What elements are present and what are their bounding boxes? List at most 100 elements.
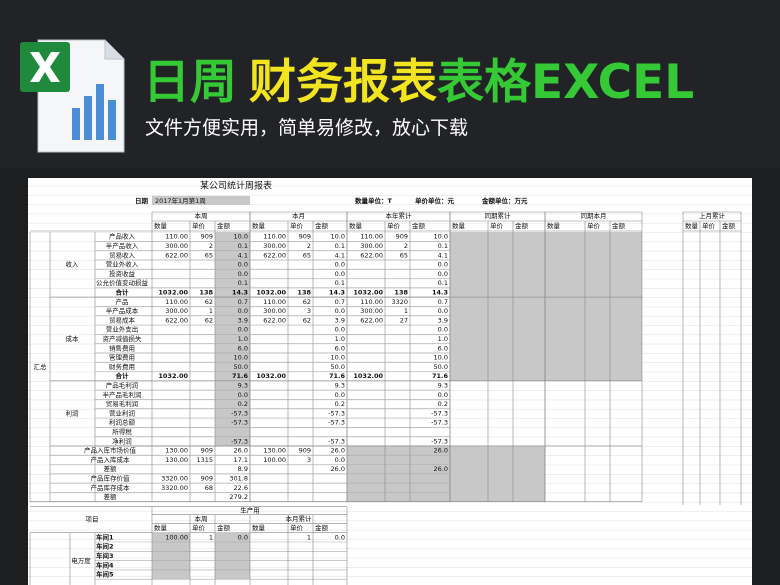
row-label: 营业外支出: [106, 325, 139, 334]
cell-value: 68: [205, 484, 213, 492]
cell-value: 17.1: [234, 456, 248, 464]
date-cell: [152, 196, 250, 205]
column-header: 金额: [515, 221, 529, 230]
cell-value: 62: [205, 298, 213, 306]
cell-value: 1.0: [438, 335, 448, 343]
row-label: 贸易成本: [109, 315, 136, 324]
row-label: 营业外收入: [106, 260, 139, 269]
cell-value: 0.0: [238, 307, 248, 315]
row-label: 产品库存成本: [91, 483, 131, 492]
group-label: 利润: [66, 408, 79, 417]
cell-value: 909: [201, 447, 213, 455]
cell-value: -57.3: [328, 419, 345, 427]
cell-value: 0.2: [335, 400, 345, 408]
cell-value: 909: [299, 447, 311, 455]
cell-value: 71.6: [432, 372, 449, 380]
unit-label: 数量单位：T: [355, 196, 393, 205]
shaded-cells: [450, 232, 642, 381]
cell-value: 909: [396, 233, 408, 241]
cell-value: 0.1: [238, 279, 248, 287]
cell-value: 0.1: [438, 242, 448, 250]
cell-value: 300.00: [165, 307, 188, 315]
cell-value: 26.0: [434, 465, 448, 473]
column-header: 数量: [452, 221, 466, 230]
cell-value: 0.0: [438, 391, 448, 399]
cell-value: 300.00: [165, 242, 188, 250]
cell-value: -57.3: [431, 409, 448, 417]
cell-value: 300.00: [360, 307, 383, 315]
cell-value: 110.00: [165, 233, 188, 241]
column-group: 本年累计: [386, 211, 413, 220]
cell-value: 622.00: [263, 251, 286, 259]
cell-value: 1: [307, 533, 311, 541]
row-label: 车间4: [96, 560, 114, 569]
cell-value: 1032.00: [256, 288, 286, 296]
cell-value: 6.0: [335, 344, 345, 352]
cell-value: -57.3: [231, 437, 248, 445]
cell-value: 1315: [196, 456, 213, 464]
column-header: 单价: [387, 221, 401, 230]
row-label: 产品: [116, 297, 129, 306]
unit-label: 金额单位：万元: [481, 196, 528, 205]
cell-value: 1032.00: [158, 372, 188, 380]
column-header: 单价: [192, 523, 206, 532]
row-label: 资产减值损失: [103, 334, 143, 343]
cell-value: 110.00: [263, 298, 286, 306]
cell-value: 110.00: [263, 233, 286, 241]
column-header: 数量: [685, 221, 699, 230]
column-header: 数量: [349, 221, 363, 230]
cell-value: 130.00: [263, 447, 286, 455]
row-label: 利润总额: [109, 418, 136, 427]
cell-value: 71.6: [329, 372, 346, 380]
row-label: 产品毛利润: [106, 380, 139, 389]
column-header: 数量: [154, 523, 168, 532]
column-header: 金额: [612, 221, 626, 230]
row-label: 半产品毛利润: [103, 390, 142, 399]
row-label: 车间3: [96, 551, 114, 560]
cell-value: -57.3: [431, 437, 448, 445]
row-label: 合计: [115, 287, 130, 296]
cell-value: 0.7: [438, 298, 448, 306]
cell-value: 1.0: [238, 335, 248, 343]
column-header: 数量: [252, 523, 266, 532]
column-header: 金额: [217, 523, 231, 532]
column-header: 单价: [290, 221, 304, 230]
cell-value: 26.0: [434, 447, 448, 455]
cell-value: 0.0: [335, 270, 345, 278]
cell-value: 622.00: [360, 316, 383, 324]
cell-value: 9.3: [238, 381, 248, 389]
table-title: 生产用: [240, 506, 260, 515]
cell-value: 1.0: [335, 335, 345, 343]
row-label: 营业利润: [109, 408, 135, 417]
cell-value: 2: [209, 242, 213, 250]
cell-value: 138: [394, 288, 408, 296]
row-label: 半产品成本: [106, 306, 139, 315]
summary-label: 汇总: [34, 362, 48, 371]
cell-value: 0.0: [335, 456, 345, 464]
cell-value: 2: [307, 242, 311, 250]
cell-value: 909: [201, 233, 213, 241]
cell-value: 1032.00: [256, 372, 286, 380]
row-label: 贸易收入: [109, 250, 136, 259]
group-label: 成本: [66, 334, 80, 343]
cell-value: 0.7: [238, 298, 248, 306]
row-label: 差额: [104, 492, 118, 501]
cell-value: 0.0: [438, 270, 448, 278]
cell-value: 100.00: [165, 533, 188, 541]
cell-value: 622.00: [360, 251, 383, 259]
group-label: 收入: [66, 260, 80, 269]
cell-value: 26.0: [234, 447, 248, 455]
cell-value: 110.00: [165, 298, 188, 306]
column-group: 本周: [195, 514, 208, 523]
cell-value: 100.00: [263, 456, 286, 464]
cell-value: 0.0: [438, 261, 448, 269]
cell-value: 62: [303, 298, 311, 306]
cell-value: 10.0: [331, 233, 345, 241]
column-header: 数量: [252, 221, 266, 230]
date-label: 日期: [135, 196, 149, 205]
column-group: 同期本月: [581, 211, 607, 220]
cell-value: 0.0: [335, 326, 345, 334]
column-header: 单价: [290, 523, 304, 532]
cell-value: 22.6: [234, 484, 248, 492]
cell-value: 130.00: [165, 447, 188, 455]
